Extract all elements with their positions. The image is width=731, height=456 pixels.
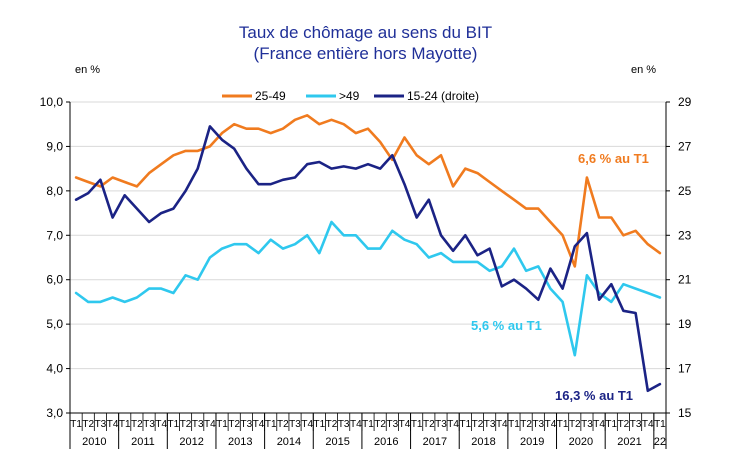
quarter-label: T4 [642, 419, 654, 430]
right-tick-label: 15 [678, 406, 692, 420]
quarter-label: T1 [557, 419, 569, 430]
quarter-label: T2 [423, 419, 435, 430]
year-label: 2014 [277, 436, 301, 448]
left-tick-label: 4,0 [46, 362, 63, 376]
year-label: 2017 [423, 436, 447, 448]
quarter-label: T4 [301, 419, 313, 430]
right-tick-label: 25 [678, 184, 692, 198]
quarter-label: T2 [131, 419, 143, 430]
quarter-label: T3 [338, 419, 350, 430]
year-label: 2013 [228, 436, 252, 448]
legend-label: 25-49 [255, 89, 286, 103]
quarter-label: T2 [326, 419, 338, 430]
left-tick-label: 7,0 [46, 228, 63, 242]
quarter-label: T4 [155, 419, 167, 430]
quarter-label: T2 [180, 419, 192, 430]
annotation-label: 6,6 % au T1 [578, 151, 649, 166]
year-label: 2011 [131, 436, 155, 448]
year-label: 2010 [82, 436, 106, 448]
right-tick-label: 21 [678, 273, 692, 287]
quarter-label: T1 [605, 419, 617, 430]
quarter-label: T3 [289, 419, 301, 430]
series-line-0 [74, 114, 662, 268]
left-tick-label: 3,0 [46, 406, 63, 420]
quarter-label: T2 [277, 419, 289, 430]
quarter-label: T3 [532, 419, 544, 430]
quarter-label: T4 [593, 419, 605, 430]
year-label: 2020 [569, 436, 593, 448]
left-tick-label: 9,0 [46, 139, 63, 153]
quarter-label: T3 [143, 419, 155, 430]
legend-label: 15-24 (droite) [407, 89, 479, 103]
quarter-label: T1 [654, 419, 666, 430]
quarter-label: T1 [411, 419, 423, 430]
quarter-label: T3 [386, 419, 398, 430]
right-tick-label: 19 [678, 317, 692, 331]
right-tick-label: 23 [678, 228, 692, 242]
chart-subtitle: (France entière hors Mayotte) [253, 44, 478, 63]
quarter-label: T4 [253, 419, 265, 430]
left-axis-unit: en % [75, 64, 101, 76]
quarter-label: T1 [265, 419, 277, 430]
left-tick-label: 5,0 [46, 317, 63, 331]
quarter-label: T1 [314, 419, 326, 430]
year-label: 2016 [374, 436, 398, 448]
right-tick-label: 27 [678, 139, 692, 153]
quarter-label: T2 [569, 419, 581, 430]
year-label: 2012 [179, 436, 203, 448]
quarter-label: T1 [168, 419, 180, 430]
quarter-label: T2 [82, 419, 94, 430]
right-axis-unit: en % [631, 64, 657, 76]
left-tick-label: 6,0 [46, 273, 63, 287]
quarter-label: T2 [374, 419, 386, 430]
annotation-label: 5,6 % au T1 [471, 318, 542, 333]
year-label: 2021 [617, 436, 641, 448]
year-label: 2019 [520, 436, 544, 448]
quarter-label: T3 [435, 419, 447, 430]
quarter-label: T4 [204, 419, 216, 430]
quarter-label: T1 [119, 419, 131, 430]
quarter-label: T1 [362, 419, 374, 430]
quarter-label: T2 [472, 419, 484, 430]
quarter-label: T4 [399, 419, 411, 430]
series-line-2 [74, 125, 662, 393]
quarter-label: T1 [508, 419, 520, 430]
quarter-label: T3 [484, 419, 496, 430]
quarter-label: T4 [350, 419, 362, 430]
quarter-label: T4 [496, 419, 508, 430]
legend-label: >49 [339, 89, 360, 103]
annotation-label: 16,3 % au T1 [555, 388, 633, 403]
quarter-label: T3 [95, 419, 107, 430]
quarter-label: T2 [520, 419, 532, 430]
quarter-label: T3 [192, 419, 204, 430]
left-tick-label: 8,0 [46, 184, 63, 198]
quarter-label: T3 [241, 419, 253, 430]
quarter-label: T1 [216, 419, 228, 430]
year-label: 22 [654, 436, 666, 448]
quarter-label: T4 [447, 419, 459, 430]
quarter-label: T1 [70, 419, 82, 430]
year-label: 2018 [471, 436, 495, 448]
quarter-label: T2 [618, 419, 630, 430]
series-line-1 [74, 220, 662, 357]
quarter-label: T4 [545, 419, 557, 430]
year-label: 2015 [325, 436, 349, 448]
left-tick-label: 10,0 [40, 95, 64, 109]
quarter-label: T4 [107, 419, 119, 430]
quarter-label: T3 [581, 419, 593, 430]
quarter-label: T1 [459, 419, 471, 430]
right-tick-label: 29 [678, 95, 692, 109]
quarter-label: T3 [630, 419, 642, 430]
chart-title: Taux de chômage au sens du BIT [238, 23, 493, 42]
quarter-label: T2 [228, 419, 240, 430]
right-tick-label: 17 [678, 362, 692, 376]
